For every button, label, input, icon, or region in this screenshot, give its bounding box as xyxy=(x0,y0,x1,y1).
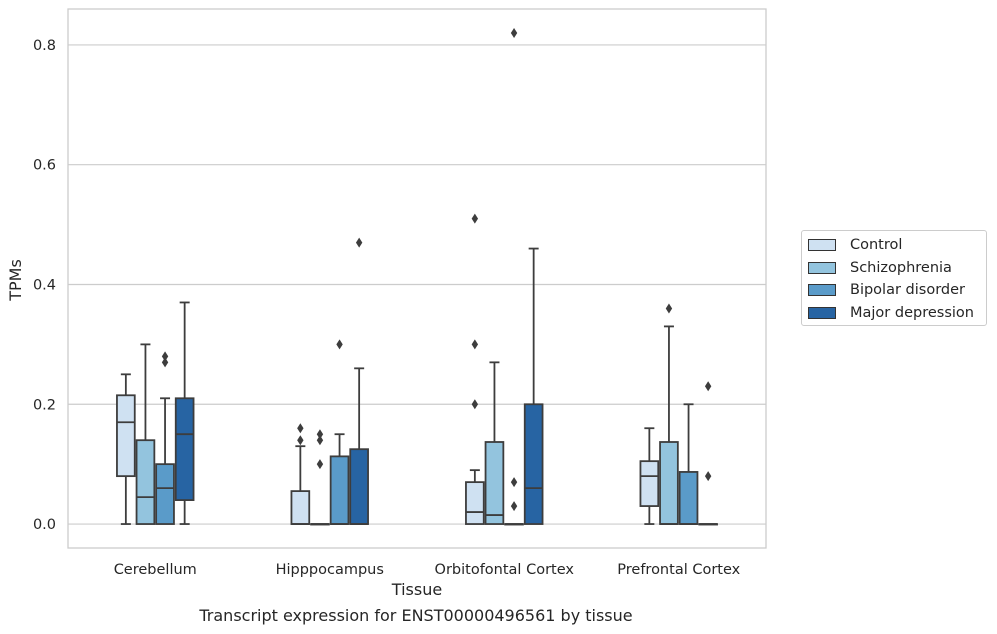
x-tick-label: Hipppocampus xyxy=(276,562,384,578)
box xyxy=(349,448,369,525)
box-major-depression xyxy=(349,237,369,525)
box xyxy=(484,441,505,525)
legend-swatch xyxy=(808,239,836,251)
outlier-point xyxy=(510,477,518,488)
box-control xyxy=(465,213,485,525)
outlier-point xyxy=(161,357,169,368)
outlier-point xyxy=(510,501,518,512)
box xyxy=(659,441,679,525)
box-schizophrenia xyxy=(484,361,505,525)
box-control xyxy=(116,373,136,525)
box xyxy=(329,455,350,525)
tick-labels: 0.0 0.2 0.4 0.6 0.8 Cerebellum Hipppocampus Orb… xyxy=(33,38,741,578)
legend-label: Control xyxy=(850,237,903,253)
outlier-point xyxy=(471,399,479,410)
y-tick-label: 0.6 xyxy=(33,158,56,174)
x-axis-label: Tissue xyxy=(391,580,442,599)
box xyxy=(290,490,311,525)
outlier-point xyxy=(510,27,518,38)
box-bipolar-disorder xyxy=(155,351,175,525)
outlier-point xyxy=(704,471,712,482)
outlier-point xyxy=(704,381,712,392)
legend-item: Schizophrenia xyxy=(808,258,952,278)
y-tick-label: 0.4 xyxy=(33,277,56,293)
outlier-point xyxy=(336,339,343,350)
legend-label: Schizophrenia xyxy=(850,259,952,276)
outlier-point xyxy=(316,435,324,446)
outlier-point xyxy=(355,237,363,248)
outlier-point xyxy=(316,429,324,440)
outlier-point xyxy=(297,435,304,446)
box xyxy=(116,394,136,478)
x-tick-label: Prefrontal Cortex xyxy=(617,562,740,578)
box xyxy=(155,463,175,525)
outlier-point xyxy=(471,339,479,350)
box-schizophrenia xyxy=(135,343,156,525)
box xyxy=(678,471,699,525)
legend-label: Bipolar disorder xyxy=(850,282,965,298)
box-bipolar-disorder xyxy=(678,403,699,525)
outlier-point xyxy=(665,303,673,314)
legend-item: Bipolar disorder xyxy=(808,280,965,300)
legend: Control Schizophrenia Bipolar disorder Majo… xyxy=(801,230,987,326)
boxplots xyxy=(116,27,718,526)
legend-swatch xyxy=(808,306,836,319)
legend-label: Major depression xyxy=(850,304,974,321)
box-control xyxy=(290,423,311,525)
box-bipolar-disorder xyxy=(329,339,350,525)
chart-caption: Transcript expression for ENST0000049656… xyxy=(199,606,633,625)
legend-item: Control xyxy=(808,235,902,255)
box-control xyxy=(639,427,660,525)
box-major-depression xyxy=(523,247,544,525)
box xyxy=(639,460,660,507)
x-tick-label: Orbitofontal Cortex xyxy=(435,562,575,578)
outlier-point xyxy=(297,423,304,434)
box-major-depression xyxy=(174,301,195,525)
box-bipolar-disorder xyxy=(504,27,524,526)
y-tick-label: 0.2 xyxy=(33,397,56,413)
x-tick-label: Cerebellum xyxy=(114,562,197,578)
outlier-point xyxy=(316,459,324,470)
legend-swatch xyxy=(808,261,836,274)
plot-frame xyxy=(67,8,767,549)
outlier-point xyxy=(471,213,479,224)
outlier-point xyxy=(161,351,169,362)
legend-item: Major depression xyxy=(808,303,974,323)
box xyxy=(465,481,485,525)
y-axis-label: TPMs xyxy=(6,259,25,302)
y-tick-label: 0.8 xyxy=(33,38,56,54)
box-major-depression xyxy=(698,381,718,526)
box-schizophrenia xyxy=(659,303,679,525)
box xyxy=(523,403,544,525)
box xyxy=(174,397,195,501)
box xyxy=(135,439,156,525)
legend-swatch xyxy=(808,284,836,296)
y-tick-label: 0.0 xyxy=(33,517,56,533)
box-schizophrenia xyxy=(310,429,330,526)
